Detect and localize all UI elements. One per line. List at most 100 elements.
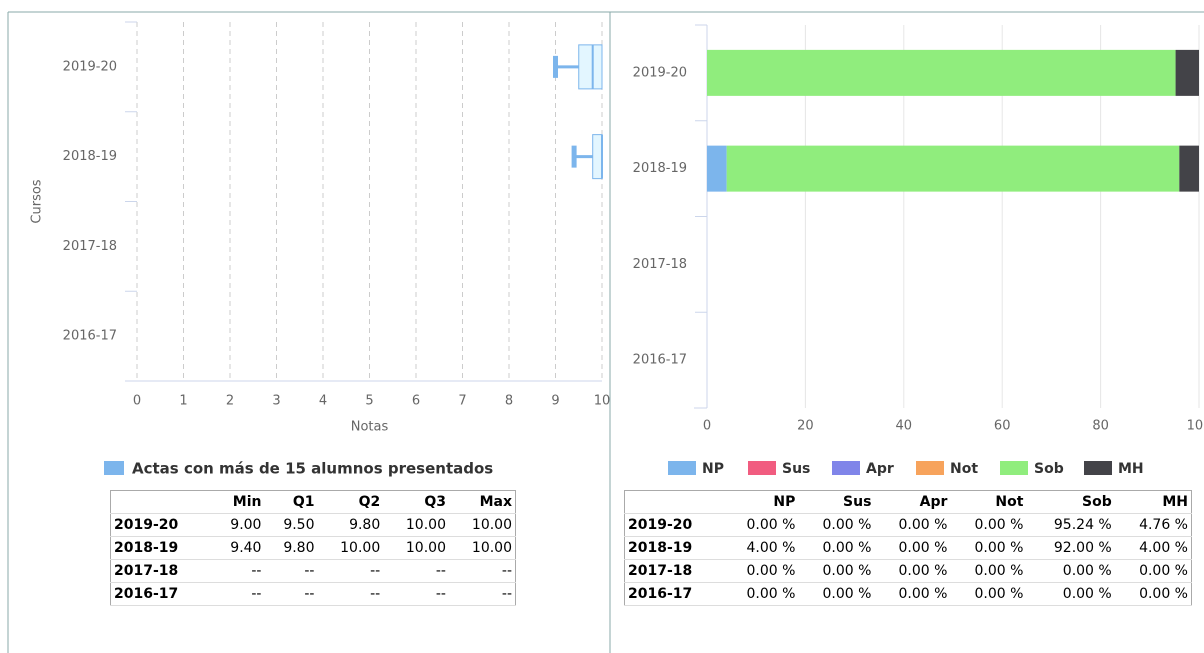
x-tick-label: 0	[703, 419, 711, 434]
table-cell: 0.00 %	[1026, 559, 1115, 583]
legend-swatch	[916, 461, 944, 475]
legend-label: Apr	[866, 461, 894, 477]
table-cell: 0.00 %	[798, 582, 875, 606]
table-row: 2019-20 9.00 9.50 9.80 10.00 10.00	[110, 513, 516, 537]
table-cell: 92.00 %	[1026, 536, 1115, 560]
box	[592, 134, 603, 180]
y-tick-label: 2017-18	[63, 239, 117, 254]
legend-swatch	[668, 461, 696, 475]
header-cell: Q1	[264, 490, 318, 514]
table-cell: 0.00 %	[874, 536, 951, 560]
legend-label: Actas con más de 15 alumnos presentados	[132, 460, 493, 478]
table-row: 2018-19 9.40 9.80 10.00 10.00 10.00	[110, 536, 516, 560]
row-label: 2019-20	[110, 513, 212, 537]
legend-swatch	[1000, 461, 1028, 475]
x-axis-title: Notas	[351, 420, 389, 435]
table-cell: 10.00	[448, 513, 516, 537]
y-tick-label: 2019-20	[633, 65, 687, 80]
table-cell: 0.00 %	[950, 513, 1027, 537]
x-tick-label: 5	[365, 394, 373, 409]
row-label: 2017-18	[624, 559, 723, 583]
table-cell: 95.24 %	[1026, 513, 1115, 537]
table-cell: 10.00	[317, 536, 384, 560]
table-cell: 0.00 %	[1114, 559, 1192, 583]
table-row: 2016-17 0.00 % 0.00 % 0.00 % 0.00 % 0.00 % 0.0…	[624, 582, 1192, 606]
table-cell: 4.76 %	[1114, 513, 1192, 537]
header-cell: Apr	[874, 490, 951, 514]
header-row: NP Sus Apr Not Sob MH	[624, 490, 1192, 514]
table-cell: --	[383, 559, 449, 583]
bar-segment	[707, 49, 1176, 96]
x-tick-label: 6	[412, 394, 420, 409]
header-cell: Max	[448, 490, 516, 514]
table-cell: 0.00 %	[950, 536, 1027, 560]
y-tick-label: 2017-18	[633, 257, 687, 272]
y-tick-label: 2016-17	[633, 353, 687, 368]
table-row: 2019-20 0.00 % 0.00 % 0.00 % 0.00 % 95.24 % 4.…	[624, 513, 1192, 537]
table-cell: 4.00 %	[722, 536, 799, 560]
table-cell: 0.00 %	[798, 513, 875, 537]
table-cell: 0.00 %	[950, 582, 1027, 606]
header-cell: Sus	[798, 490, 875, 514]
table-cell: 0.00 %	[798, 559, 875, 583]
x-tick-label: 80	[1092, 419, 1109, 434]
y-tick-label: 2018-19	[63, 149, 117, 164]
table-cell: 0.00 %	[1114, 582, 1192, 606]
x-tick-label: 8	[505, 394, 513, 409]
table-cell: --	[264, 582, 318, 606]
table-cell: --	[317, 559, 384, 583]
y-tick-label: 2016-17	[63, 329, 117, 344]
header-cell: Sob	[1026, 490, 1115, 514]
header-cell: NP	[722, 490, 799, 514]
x-tick-label: 7	[458, 394, 466, 409]
legend-label: NP	[702, 461, 724, 477]
row-label: 2017-18	[110, 559, 212, 583]
box	[578, 44, 603, 90]
x-tick-label: 40	[896, 419, 913, 434]
table-cell: 0.00 %	[874, 513, 951, 537]
table-cell: 10.00	[383, 513, 449, 537]
table-cell: --	[317, 582, 384, 606]
row-label: 2016-17	[110, 582, 212, 606]
legend-label: Not	[950, 461, 978, 477]
x-tick-label: 9	[551, 394, 559, 409]
legend-swatch	[104, 461, 124, 475]
row-label: 2018-19	[624, 536, 723, 560]
table-cell: 0.00 %	[1026, 582, 1115, 606]
table-cell: 9.50	[264, 513, 318, 537]
y-tick-label: 2019-20	[63, 59, 117, 74]
x-tick-label: 3	[272, 394, 280, 409]
legend-label: MH	[1118, 461, 1144, 477]
header-cell: Min	[211, 490, 265, 514]
corner-cell	[110, 490, 212, 514]
table-cell: 10.00	[383, 536, 449, 560]
legend-swatch	[748, 461, 776, 475]
table-cell: 4.00 %	[1114, 536, 1192, 560]
table-cell: 0.00 %	[950, 559, 1027, 583]
table-cell: --	[264, 559, 318, 583]
bar-segment	[707, 145, 727, 192]
y-tick-label: 2018-19	[633, 161, 687, 176]
table-cell: --	[448, 559, 516, 583]
box-table: Min Q1 Q2 Q3 Max 2019-20 9.00 9.50 9.80 10.00 10.0…	[110, 490, 516, 606]
header-cell: Not	[950, 490, 1027, 514]
header-cell: MH	[1114, 490, 1192, 514]
x-tick-label: 2	[226, 394, 234, 409]
bar-segment	[1175, 49, 1199, 96]
table-cell: 9.80	[264, 536, 318, 560]
bar-segment	[1179, 145, 1199, 192]
corner-cell	[624, 490, 723, 514]
x-tick-label: 100	[1187, 419, 1204, 434]
table-row: 2016-17 -- -- -- -- --	[110, 582, 516, 606]
table-cell: 0.00 %	[874, 582, 951, 606]
table-cell: 10.00	[448, 536, 516, 560]
table-cell: --	[211, 559, 265, 583]
legend-label: Sob	[1034, 461, 1064, 477]
table-cell: --	[211, 582, 265, 606]
bar-segment	[726, 145, 1180, 192]
table-row: 2017-18 -- -- -- -- --	[110, 559, 516, 583]
x-tick-label: 0	[133, 394, 141, 409]
table-row: 2017-18 0.00 % 0.00 % 0.00 % 0.00 % 0.00 % 0.0…	[624, 559, 1192, 583]
legend-swatch	[1084, 461, 1112, 475]
